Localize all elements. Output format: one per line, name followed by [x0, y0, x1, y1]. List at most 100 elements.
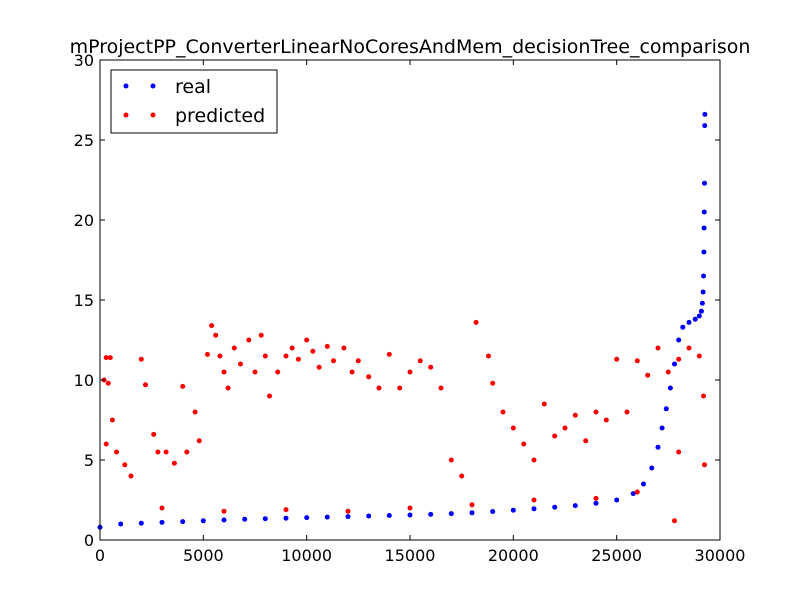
legend-marker-real [123, 83, 129, 89]
data-point-predicted [196, 438, 202, 444]
data-point-predicted [459, 473, 465, 479]
data-point-predicted [531, 497, 537, 503]
data-point-real [692, 316, 698, 322]
data-point-real [531, 506, 537, 512]
chart-title: mProjectPP_ConverterLinearNoCoresAndMem_… [70, 36, 751, 58]
legend-label-real: real [175, 76, 211, 98]
data-point-predicted [702, 462, 707, 468]
y-tick-label: 20 [74, 211, 94, 230]
axis-ticks: 0 5000 10000 15000 20000 25000 30000 0 5 10 15 20 25… [74, 51, 746, 565]
data-point-real [221, 517, 227, 523]
legend-marker-predicted [150, 112, 156, 118]
data-point-predicted [572, 412, 578, 418]
data-point-predicted [252, 369, 258, 375]
data-point-predicted [107, 355, 113, 361]
data-point-predicted [103, 441, 109, 447]
data-point-predicted [438, 385, 444, 391]
data-point-predicted [366, 374, 372, 380]
data-point-real [663, 406, 669, 412]
data-point-real [614, 497, 620, 503]
data-point-predicted [531, 457, 537, 463]
data-point-predicted [155, 449, 161, 455]
data-point-predicted [469, 502, 475, 508]
data-point-predicted [151, 431, 157, 437]
data-point-predicted [655, 345, 661, 351]
x-tick-label: 15000 [385, 546, 436, 565]
plot-area [97, 111, 708, 530]
data-point-predicted [171, 460, 177, 466]
data-point-predicted [500, 409, 506, 415]
data-point-predicted [109, 417, 115, 423]
data-point-predicted [521, 441, 527, 447]
data-point-real [696, 313, 702, 319]
data-point-real [701, 225, 707, 231]
data-point-predicted [701, 393, 706, 399]
data-point-real [701, 273, 706, 279]
data-point-real [659, 425, 665, 431]
data-point-predicted [541, 401, 547, 407]
data-point-predicted [209, 323, 215, 329]
data-point-predicted [128, 473, 134, 479]
legend-marker-predicted [123, 112, 129, 118]
data-point-predicted [562, 425, 568, 431]
data-point-predicted [676, 356, 682, 362]
data-point-real [242, 516, 248, 522]
y-tick-label: 30 [74, 51, 94, 70]
data-point-predicted [448, 457, 454, 463]
data-point-predicted [386, 351, 392, 357]
data-point-predicted [593, 409, 599, 415]
data-point-predicted [552, 433, 558, 439]
data-point-real [345, 514, 351, 520]
data-point-predicted [205, 351, 210, 357]
data-point-real [702, 180, 707, 186]
x-tick-label: 25000 [591, 546, 642, 565]
data-point-real [630, 491, 636, 497]
data-point-predicted [304, 337, 310, 343]
data-point-predicted [428, 364, 434, 370]
data-point-predicted [672, 518, 677, 524]
data-point-real [469, 510, 475, 516]
data-point-predicted [345, 508, 351, 514]
legend-label-predicted: predicted [175, 105, 265, 127]
data-point-predicted [114, 449, 119, 455]
data-point-predicted [634, 358, 640, 364]
data-point-real [283, 515, 289, 521]
legend-marker-real [150, 83, 156, 89]
data-point-real [680, 324, 686, 330]
legend: real predicted [110, 69, 278, 134]
data-point-real [510, 507, 516, 513]
data-point-predicted [221, 508, 227, 514]
data-point-predicted [634, 489, 640, 495]
data-point-predicted [355, 358, 361, 364]
data-point-predicted [213, 332, 219, 338]
data-point-predicted [624, 409, 630, 415]
data-point-predicted [225, 385, 231, 391]
data-point-predicted [473, 319, 479, 325]
data-point-predicted [603, 417, 609, 423]
x-tick-label: 5000 [183, 546, 224, 565]
data-point-real [448, 511, 454, 517]
data-point-predicted [221, 369, 227, 375]
x-tick-label: 30000 [695, 546, 746, 565]
data-point-real [593, 500, 599, 506]
data-point-predicted [258, 332, 264, 338]
data-point-predicted [316, 364, 322, 370]
data-point-predicted [180, 383, 186, 389]
data-point-predicted [122, 462, 128, 468]
data-point-predicted [310, 348, 316, 354]
data-point-real [702, 111, 708, 117]
data-point-real [407, 512, 413, 518]
data-point-real [200, 518, 206, 524]
y-tick-label: 15 [74, 291, 94, 310]
data-point-predicted [238, 361, 243, 367]
data-point-predicted [665, 369, 671, 375]
data-point-real [655, 444, 661, 450]
data-point-predicted [103, 355, 109, 361]
data-point-predicted [159, 505, 165, 511]
data-point-predicted [686, 345, 692, 351]
data-point-real [672, 361, 677, 367]
data-point-predicted [676, 449, 682, 455]
data-point-real [138, 520, 144, 526]
data-point-real [572, 503, 578, 509]
